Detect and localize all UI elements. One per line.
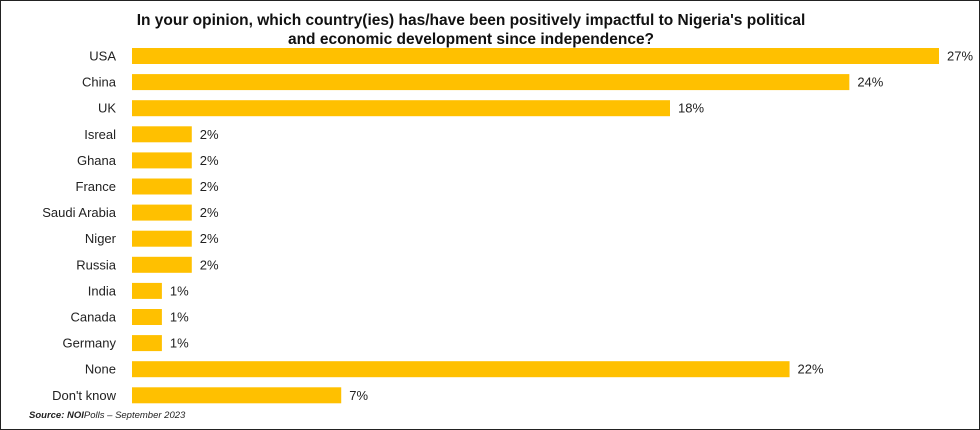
bar-niger — [132, 230, 192, 247]
value-label: 22% — [798, 362, 824, 377]
source-label: Source: — [29, 410, 65, 421]
category-label: France — [76, 179, 116, 194]
value-label: 7% — [349, 388, 368, 403]
category-label: Saudi Arabia — [42, 205, 116, 220]
value-label: 2% — [200, 257, 219, 272]
bar-don-t-know — [132, 387, 342, 404]
bar-saudi-arabia — [132, 204, 192, 221]
category-label: Niger — [85, 231, 117, 246]
chart-title: In your opinion, which country(ies) has/… — [41, 11, 901, 49]
category-label: Russia — [76, 257, 117, 272]
value-label: 2% — [200, 153, 219, 168]
value-label: 1% — [170, 283, 189, 298]
bar-germany — [132, 335, 162, 352]
bar-uk — [132, 100, 670, 117]
value-label: 2% — [200, 179, 219, 194]
bar-india — [132, 282, 162, 299]
category-label: Ghana — [77, 153, 117, 168]
category-label: Germany — [63, 336, 117, 351]
category-label: Don't know — [52, 388, 117, 403]
source-org-rest: Polls — [83, 410, 105, 421]
bar-china — [132, 74, 850, 91]
category-label: China — [82, 75, 117, 90]
bar-ghana — [132, 152, 192, 169]
chart-title-line-1: In your opinion, which country(ies) has/… — [136, 12, 806, 29]
bar-usa — [132, 48, 939, 64]
source-note: Source: NOIPolls – September 2023 — [29, 410, 185, 421]
value-label: 2% — [200, 205, 219, 220]
category-label: None — [85, 362, 116, 377]
bar-isreal — [132, 126, 192, 143]
category-label: USA — [89, 49, 116, 64]
value-label: 2% — [200, 127, 219, 142]
source-org: NOI — [67, 410, 84, 421]
value-label: 1% — [170, 310, 189, 325]
value-label: 2% — [200, 231, 219, 246]
source-date: – September 2023 — [107, 410, 186, 421]
bar-canada — [132, 309, 162, 325]
value-label: 18% — [678, 101, 704, 116]
value-label: 1% — [170, 336, 189, 351]
category-label: Canada — [70, 310, 116, 325]
chart-title-line-2: and economic development since independe… — [287, 31, 655, 48]
category-label: UK — [98, 101, 116, 116]
value-label: 24% — [857, 75, 883, 90]
bar-russia — [132, 256, 192, 273]
bar-france — [132, 178, 192, 195]
category-label: India — [88, 283, 117, 298]
bar-none — [132, 361, 790, 378]
value-label: 27% — [947, 49, 973, 64]
category-label: Isreal — [84, 127, 116, 142]
